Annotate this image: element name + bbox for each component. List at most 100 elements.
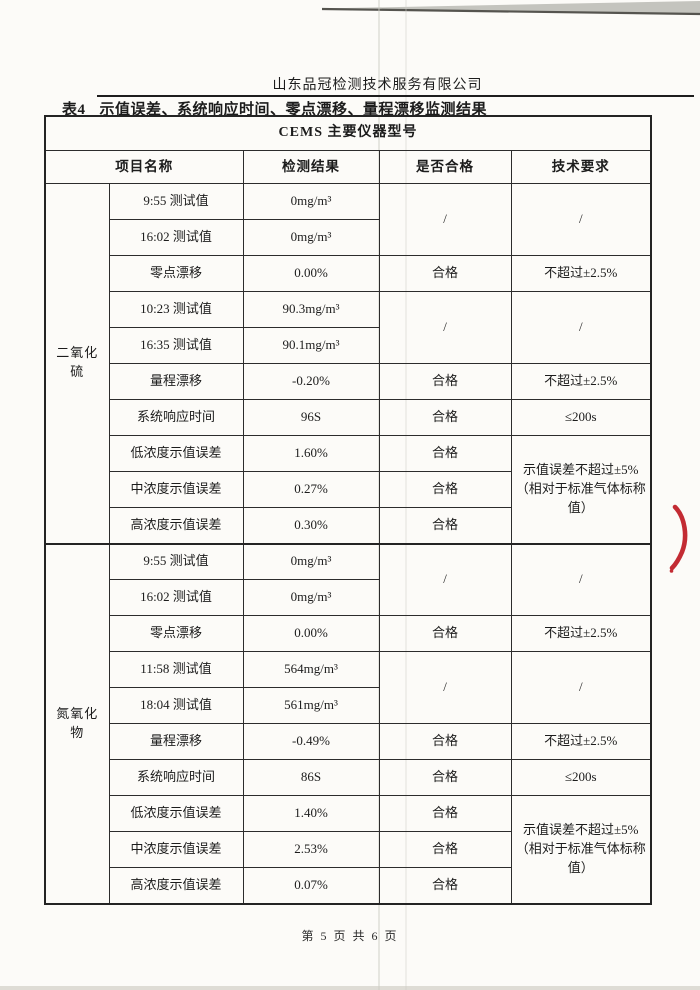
cell-item: 零点漂移 (108, 615, 244, 652)
cell-pass: 合格 (378, 363, 512, 400)
cell-requirement: 不超过±2.5% (510, 615, 652, 652)
table-row: 低浓度示值误差 1.40% 合格 示值误差不超过±5%（相对于标准气体标称值） (45, 795, 652, 904)
cell-result: 0.30% (242, 507, 380, 544)
cell-pass: 合格 (378, 831, 512, 868)
cell-result: 0.27% (242, 471, 380, 508)
company-name: 山东品冠检测技术服务有限公司 (272, 78, 483, 93)
table-title-text: 示值误差、系统响应时间、零点漂移、量程漂移监测结果 (99, 102, 488, 118)
cell-pass: 合格 (378, 615, 512, 652)
column-header-item: 项目名称 (44, 150, 244, 184)
cell-item: 11:58 测试值 (108, 651, 244, 688)
cell-requirement: 不超过±2.5% (510, 723, 652, 760)
cell-item: 量程漂移 (108, 363, 244, 400)
cell-result: 86S (242, 759, 380, 796)
cell-item: 10:23 测试值 (108, 291, 244, 328)
cell-group-so2: 二氧化硫 (44, 183, 110, 544)
cell-result: 0mg/m³ (242, 542, 380, 580)
table-row: 高浓度示值误差 0.30% 合格 (45, 507, 651, 544)
cell-item: 16:02 测试值 (108, 579, 244, 616)
table-row: 11:58 测试值 564mg/m³ / / (45, 651, 652, 724)
column-header-result: 检测结果 (242, 150, 380, 184)
cell-item: 9:55 测试值 (108, 183, 244, 220)
cell-pass: / (378, 291, 512, 364)
table-row: 系统响应时间 86S 合格 ≤200s (45, 759, 652, 796)
table-row: 中浓度示值误差 2.53% 合格 (45, 831, 651, 868)
cell-item: 高浓度示值误差 (108, 507, 244, 544)
cell-group-nox: 氮氧化物 (44, 542, 110, 904)
cell-requirement: ≤200s (510, 399, 652, 436)
cell-pass: / (378, 542, 512, 616)
column-header-requirement: 技术要求 (510, 150, 652, 184)
cell-item: 高浓度示值误差 (108, 867, 244, 904)
cell-item: 9:55 测试值 (108, 542, 244, 580)
cell-item: 中浓度示值误差 (108, 831, 244, 868)
cell-pass: 合格 (378, 795, 512, 832)
cell-result: 0.07% (242, 867, 380, 904)
cell-result: 0.00% (242, 615, 380, 652)
cell-result: 0mg/m³ (242, 579, 380, 616)
cell-result: 0mg/m³ (242, 183, 380, 220)
cell-item: 18:04 测试值 (108, 687, 244, 724)
cell-result: -0.49% (242, 723, 380, 760)
cell-requirement: 不超过±2.5% (510, 363, 652, 400)
cell-item: 量程漂移 (108, 723, 244, 760)
cell-result: 96S (242, 399, 380, 436)
table-row: 量程漂移 -0.49% 合格 不超过±2.5% (45, 723, 652, 760)
table-row: 零点漂移 0.00% 合格 不超过±2.5% (45, 615, 652, 652)
scan-bottom-edge (0, 986, 700, 990)
table-caption: CEMS 主要仪器型号 (44, 115, 652, 151)
table-row: 量程漂移 -0.20% 合格 不超过±2.5% (45, 363, 652, 400)
table-header-row: 项目名称 检测结果 是否合格 技术要求 (44, 150, 652, 184)
table-row: 16:02 测试值 0mg/m³ (45, 219, 651, 256)
cell-result: 90.3mg/m³ (242, 291, 380, 328)
cell-pass: 合格 (378, 435, 512, 472)
table-row: 16:02 测试值 0mg/m³ (45, 579, 651, 616)
table-row: 高浓度示值误差 0.07% 合格 (45, 867, 651, 904)
table-row: 氮氧化物 9:55 测试值 0mg/m³ / / (44, 542, 652, 904)
cell-requirement: 不超过±2.5% (510, 255, 652, 292)
table-title: 表4 示值误差、系统响应时间、零点漂移、量程漂移监测结果 (62, 98, 487, 119)
cell-item: 系统响应时间 (108, 759, 244, 796)
header-rule (97, 95, 694, 98)
cell-result: 2.53% (242, 831, 380, 868)
cell-pass: 合格 (378, 867, 512, 904)
column-header-pass: 是否合格 (378, 150, 512, 184)
table-label: 表4 (62, 102, 86, 118)
cell-item: 中浓度示值误差 (108, 471, 244, 508)
cell-requirement: 示值误差不超过±5%（相对于标准气体标称值） (510, 435, 652, 544)
table-row: 系统响应时间 96S 合格 ≤200s (45, 399, 652, 436)
cell-result: 1.40% (242, 795, 380, 832)
cell-requirement: / (510, 542, 652, 616)
cell-result: -0.20% (242, 363, 380, 400)
cell-item: 低浓度示值误差 (108, 435, 244, 472)
page-number: 第 5 页 共 6 页 (301, 929, 399, 943)
cell-requirement: / (510, 291, 652, 364)
cell-pass: 合格 (378, 723, 512, 760)
cell-result: 0.00% (242, 255, 380, 292)
table-row: 16:35 测试值 90.1mg/m³ (45, 327, 651, 364)
results-table: CEMS 主要仪器型号 项目名称 检测结果 是否合格 技术要求 二氧化硫 9:5… (44, 115, 653, 905)
cell-requirement: / (510, 183, 652, 256)
cell-pass: / (378, 183, 512, 256)
cell-requirement: / (510, 651, 652, 724)
table-row: 10:23 测试值 90.3mg/m³ / / (45, 291, 652, 364)
cell-pass: 合格 (378, 507, 512, 544)
cell-result: 1.60% (242, 435, 380, 472)
cell-item: 低浓度示值误差 (108, 795, 244, 832)
cell-result: 561mg/m³ (242, 687, 380, 724)
cell-pass: 合格 (378, 255, 512, 292)
table-caption-row: CEMS 主要仪器型号 (44, 115, 652, 151)
cell-result: 564mg/m³ (242, 651, 380, 688)
cell-item: 零点漂移 (108, 255, 244, 292)
cell-pass: 合格 (378, 759, 512, 796)
cell-item: 16:02 测试值 (108, 219, 244, 256)
table-row: 18:04 测试值 561mg/m³ (45, 687, 651, 724)
table-row: 低浓度示值误差 1.60% 合格 示值误差不超过±5%（相对于标准气体标称值） (45, 435, 652, 544)
cell-pass: 合格 (378, 399, 512, 436)
cell-pass: 合格 (378, 471, 512, 508)
cell-item: 16:35 测试值 (108, 327, 244, 364)
cell-result: 90.1mg/m³ (242, 327, 380, 364)
cell-result: 0mg/m³ (242, 219, 380, 256)
cell-requirement: 示值误差不超过±5%（相对于标准气体标称值） (510, 795, 652, 904)
